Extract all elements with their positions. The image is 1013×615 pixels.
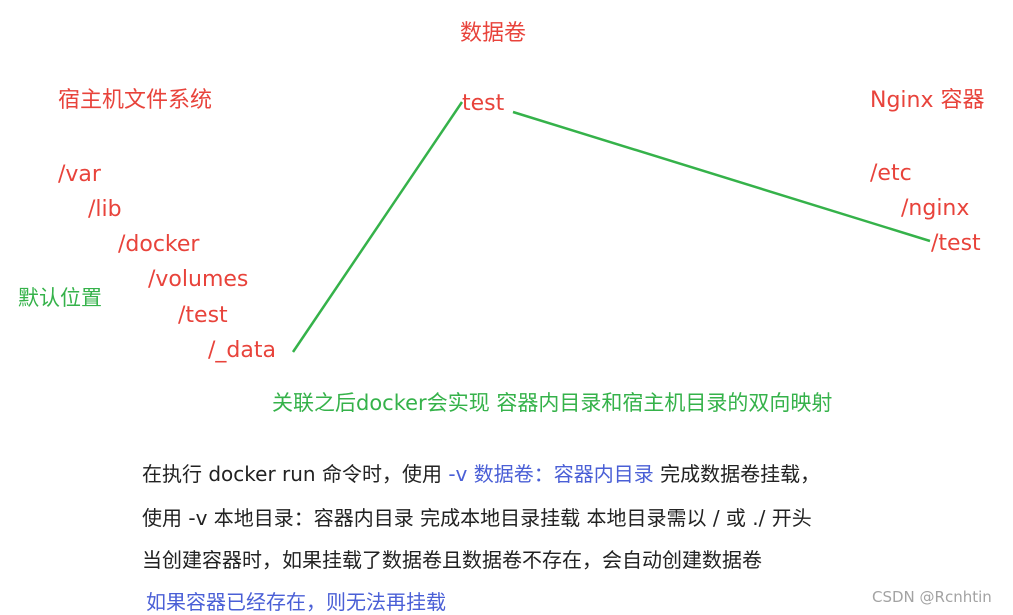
note-line-1-start: 在执行 docker run 命令时，使用	[142, 462, 449, 486]
watermark: CSDN @Rcnhtin	[872, 588, 992, 606]
host-path-segment: /var	[58, 162, 101, 187]
host-path-segment: /lib	[88, 197, 122, 222]
volume-title: 数据卷	[460, 21, 527, 46]
note-line-4: 如果容器已经存在，则无法再挂载	[146, 590, 446, 614]
volume-name: test	[462, 91, 505, 116]
host-path-segment: /test	[178, 303, 228, 328]
host-fs-title: 宿主机文件系统	[58, 88, 213, 113]
note-line-1-end: 完成数据卷挂载，	[653, 462, 821, 486]
container-path-segment: /etc	[870, 161, 912, 186]
note-line-3: 当创建容器时，如果挂载了数据卷且数据卷不存在，会自动创建数据卷	[142, 548, 762, 572]
note-line-1-highlight: -v 数据卷：容器内目录	[448, 462, 654, 486]
host-path-segment: /volumes	[148, 267, 249, 292]
container-path-segment: /nginx	[901, 196, 970, 221]
container-path-segment: /test	[931, 231, 981, 256]
note-line-1: 在执行 docker run 命令时，使用 -v 数据卷：容器内目录 完成数据卷…	[142, 458, 820, 487]
note-line-2: 使用 -v 本地目录：容器内目录 完成本地目录挂载 本地目录需以 / 或 ./ …	[142, 506, 812, 530]
host-path-segment: /_data	[208, 338, 276, 363]
mapping-note: 关联之后docker会实现 容器内目录和宿主机目录的双向映射	[272, 391, 833, 415]
nginx-container-title: Nginx 容器	[870, 88, 985, 113]
host-path-segment: /docker	[118, 232, 200, 257]
connector-line-volume-to-container	[512, 110, 931, 243]
default-location-label: 默认位置	[18, 286, 102, 310]
connector-line-host-to-volume	[291, 101, 464, 353]
